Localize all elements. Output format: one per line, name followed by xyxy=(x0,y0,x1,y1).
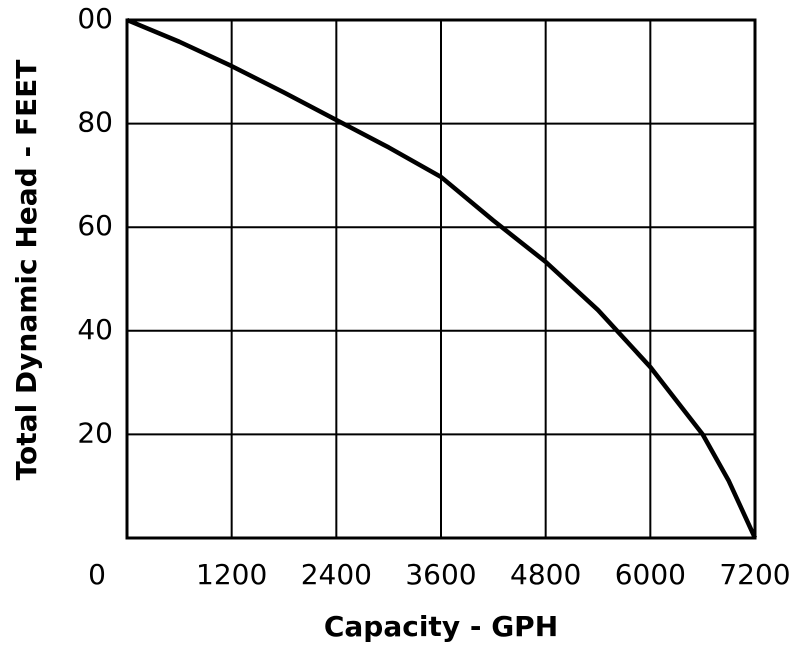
y-tick-label: 60 xyxy=(77,209,113,242)
plot-frame xyxy=(125,18,757,540)
x-axis-label: Capacity - GPH xyxy=(324,610,558,643)
x-tick-label: 4800 xyxy=(510,558,581,591)
x-tick-label: 7200 xyxy=(719,558,790,591)
x-tick-label: 6000 xyxy=(615,558,686,591)
y-tick-label: 40 xyxy=(77,313,113,346)
y-axis-label: Total Dynamic Head - FEET xyxy=(10,60,43,481)
x-tick-label: 3600 xyxy=(405,558,476,591)
x-tick-label: 1200 xyxy=(196,558,267,591)
x-tick-label: 2400 xyxy=(301,558,372,591)
curve xyxy=(126,17,758,539)
x-tick-label: 0 xyxy=(88,558,106,591)
y-tick-label: 80 xyxy=(77,106,113,139)
y-tick-label: 00 xyxy=(77,2,113,35)
y-tick-label: 20 xyxy=(77,416,113,449)
